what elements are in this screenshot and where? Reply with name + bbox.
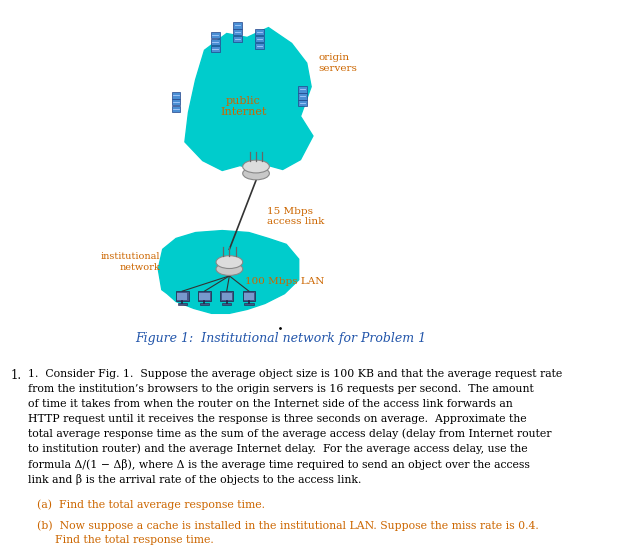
- FancyBboxPatch shape: [211, 46, 220, 52]
- Text: institutional
network: institutional network: [100, 252, 160, 272]
- FancyBboxPatch shape: [211, 39, 220, 45]
- Text: Find the total response time.: Find the total response time.: [55, 536, 214, 545]
- FancyBboxPatch shape: [199, 293, 209, 300]
- Text: 15 Mbps
access link: 15 Mbps access link: [267, 207, 324, 227]
- FancyBboxPatch shape: [178, 303, 187, 305]
- Text: (b)  Now suppose a cache is installed in the institutional LAN. Suppose the miss: (b) Now suppose a cache is installed in …: [37, 521, 539, 531]
- FancyBboxPatch shape: [255, 43, 264, 49]
- Text: 1.: 1.: [11, 369, 22, 382]
- FancyBboxPatch shape: [211, 32, 220, 38]
- Ellipse shape: [243, 160, 269, 173]
- Text: to institution router) and the average Internet delay.  For the average access d: to institution router) and the average I…: [28, 444, 528, 454]
- Text: HTTP request until it receives the response is three seconds on average.  Approx: HTTP request until it receives the respo…: [28, 414, 527, 424]
- FancyBboxPatch shape: [298, 93, 307, 99]
- FancyBboxPatch shape: [200, 303, 209, 305]
- FancyBboxPatch shape: [172, 99, 180, 105]
- FancyBboxPatch shape: [222, 303, 232, 305]
- Text: origin
servers: origin servers: [318, 54, 357, 73]
- Text: from the institution’s browsers to the origin servers is 16 requests per second.: from the institution’s browsers to the o…: [28, 384, 534, 394]
- Text: public
Internet: public Internet: [220, 96, 267, 117]
- Text: of time it takes from when the router on the Internet side of the access link fo: of time it takes from when the router on…: [28, 399, 513, 408]
- FancyBboxPatch shape: [221, 293, 232, 300]
- FancyBboxPatch shape: [244, 293, 254, 300]
- Text: total average response time as the sum of the average access delay (delay from I: total average response time as the sum o…: [28, 429, 552, 440]
- FancyBboxPatch shape: [233, 29, 242, 35]
- FancyBboxPatch shape: [220, 292, 233, 301]
- FancyBboxPatch shape: [172, 106, 180, 112]
- Text: (a)  Find the total average response time.: (a) Find the total average response time…: [37, 499, 266, 509]
- FancyBboxPatch shape: [233, 22, 242, 28]
- Text: formula Δ/(1 − Δβ), where Δ is the average time required to send an object over : formula Δ/(1 − Δβ), where Δ is the avera…: [28, 459, 530, 470]
- FancyBboxPatch shape: [177, 293, 187, 300]
- Ellipse shape: [243, 167, 269, 180]
- Ellipse shape: [216, 256, 243, 269]
- FancyBboxPatch shape: [176, 292, 189, 301]
- FancyBboxPatch shape: [244, 303, 254, 305]
- Polygon shape: [158, 230, 298, 313]
- Text: 1.  Consider Fig. 1.  Suppose the average object size is 100 KB and that the ave: 1. Consider Fig. 1. Suppose the average …: [28, 369, 563, 378]
- FancyBboxPatch shape: [255, 29, 264, 35]
- Text: link and β is the arrival rate of the objects to the access link.: link and β is the arrival rate of the ob…: [28, 474, 362, 485]
- Ellipse shape: [216, 263, 243, 275]
- FancyBboxPatch shape: [233, 36, 242, 43]
- FancyBboxPatch shape: [298, 100, 307, 106]
- FancyBboxPatch shape: [242, 292, 256, 301]
- FancyBboxPatch shape: [298, 86, 307, 93]
- Polygon shape: [185, 28, 313, 170]
- Text: Figure 1:  Institutional network for Problem 1: Figure 1: Institutional network for Prob…: [135, 333, 426, 346]
- FancyBboxPatch shape: [172, 92, 180, 98]
- FancyBboxPatch shape: [255, 36, 264, 43]
- FancyBboxPatch shape: [198, 292, 211, 301]
- Text: 100 Mbps LAN: 100 Mbps LAN: [245, 277, 325, 286]
